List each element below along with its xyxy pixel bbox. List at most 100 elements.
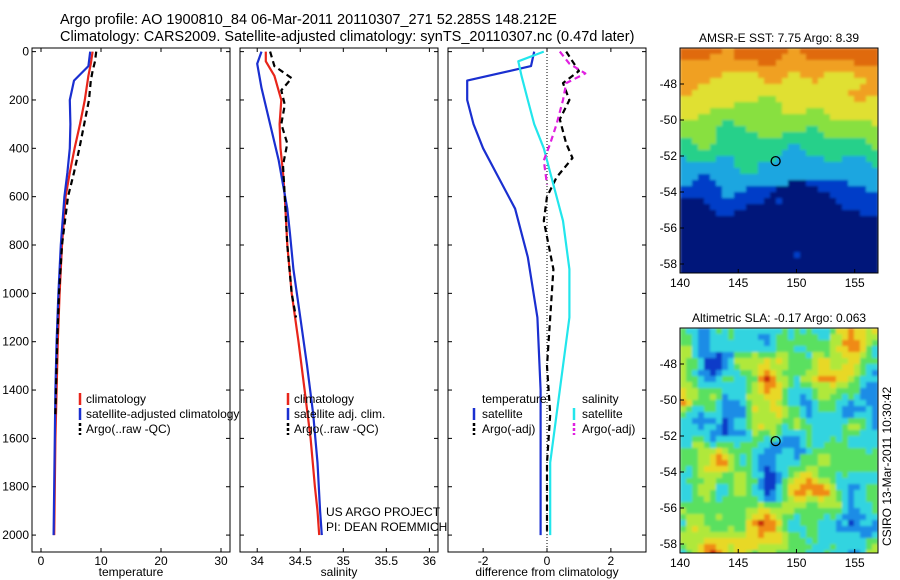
map-cell bbox=[776, 388, 783, 395]
map-cell bbox=[764, 192, 771, 199]
map-cell bbox=[800, 550, 807, 553]
map-cell bbox=[716, 346, 723, 353]
map-cell bbox=[806, 484, 813, 491]
map-cell bbox=[794, 472, 801, 479]
map-cell bbox=[812, 120, 819, 127]
map-cell bbox=[812, 502, 819, 509]
map-cell bbox=[818, 270, 825, 273]
map-cell bbox=[848, 258, 855, 265]
map-cell bbox=[806, 514, 813, 521]
map-cell bbox=[704, 328, 711, 335]
map-cell bbox=[734, 156, 741, 163]
map-cell bbox=[704, 240, 711, 247]
map-y-tick-label: -56 bbox=[660, 221, 678, 235]
legend-label: satellite-adjusted climatology bbox=[86, 407, 239, 421]
map-cell bbox=[812, 84, 819, 91]
map-cell bbox=[746, 436, 753, 443]
map-cell bbox=[854, 484, 861, 491]
map-cell bbox=[794, 394, 801, 401]
map-cell bbox=[770, 466, 777, 473]
map-cell bbox=[776, 222, 783, 229]
map-cell bbox=[806, 376, 813, 383]
map-cell bbox=[746, 370, 753, 377]
map-cell bbox=[692, 78, 699, 85]
map-cell bbox=[704, 364, 711, 371]
map-cell bbox=[686, 264, 693, 271]
map-cell bbox=[716, 448, 723, 455]
map-cell bbox=[776, 258, 783, 265]
map-cell bbox=[848, 490, 855, 497]
map-cell bbox=[740, 264, 747, 271]
map-cell bbox=[704, 532, 711, 539]
map-cell bbox=[806, 538, 813, 545]
map-cell bbox=[680, 514, 687, 521]
map-cell bbox=[746, 442, 753, 449]
map-cell bbox=[836, 484, 843, 491]
map-cell bbox=[806, 66, 813, 73]
map-cell bbox=[836, 144, 843, 151]
map-cell bbox=[782, 222, 789, 229]
map-cell bbox=[794, 210, 801, 217]
map-cell bbox=[776, 364, 783, 371]
map-cell bbox=[776, 144, 783, 151]
map-cell bbox=[806, 114, 813, 121]
map-cell bbox=[830, 144, 837, 151]
map-cell bbox=[740, 90, 747, 97]
map-cell bbox=[704, 204, 711, 211]
map-cell bbox=[698, 150, 705, 157]
map-cell bbox=[686, 96, 693, 103]
map-cell bbox=[788, 72, 795, 79]
map-cell bbox=[776, 490, 783, 497]
map-cell bbox=[824, 144, 831, 151]
map-cell bbox=[794, 550, 801, 553]
map-cell bbox=[818, 246, 825, 253]
map-cell bbox=[830, 66, 837, 73]
map-cell bbox=[818, 466, 825, 473]
map-cell bbox=[776, 204, 783, 211]
map-cell bbox=[716, 436, 723, 443]
map-cell bbox=[854, 168, 861, 175]
map-cell bbox=[830, 192, 837, 199]
map-cell bbox=[782, 526, 789, 533]
map-cell bbox=[800, 538, 807, 545]
map-cell bbox=[848, 478, 855, 485]
map-cell bbox=[698, 406, 705, 413]
map-cell bbox=[764, 126, 771, 133]
map-cell bbox=[872, 394, 878, 401]
map-cell bbox=[812, 162, 819, 169]
map-cell bbox=[704, 168, 711, 175]
map-cell bbox=[836, 264, 843, 271]
map-cell bbox=[710, 526, 717, 533]
map-title: Altimetric SLA: -0.17 Argo: 0.063 bbox=[692, 311, 866, 325]
map-cell bbox=[866, 418, 873, 425]
map-cell bbox=[746, 394, 753, 401]
map-cell bbox=[836, 526, 843, 533]
map-cell bbox=[770, 418, 777, 425]
map-cell bbox=[818, 252, 825, 259]
map-cell bbox=[752, 102, 759, 109]
map-cell bbox=[860, 352, 867, 359]
map-cell bbox=[782, 460, 789, 467]
map-cell bbox=[710, 78, 717, 85]
map-cell bbox=[788, 460, 795, 467]
map-cell bbox=[710, 466, 717, 473]
map-cell bbox=[794, 352, 801, 359]
map-cell bbox=[776, 246, 783, 253]
map-cell bbox=[866, 472, 873, 479]
map-cell bbox=[848, 198, 855, 205]
map-cell bbox=[710, 436, 717, 443]
map-cell bbox=[686, 210, 693, 217]
map-cell bbox=[698, 502, 705, 509]
map-cell bbox=[818, 370, 825, 377]
map-cell bbox=[734, 334, 741, 341]
map-cell bbox=[686, 460, 693, 467]
map-cell bbox=[818, 210, 825, 217]
map-cell bbox=[824, 418, 831, 425]
map-cell bbox=[716, 370, 723, 377]
map-cell bbox=[728, 466, 735, 473]
map-cell bbox=[854, 156, 861, 163]
map-cell bbox=[848, 144, 855, 151]
map-cell bbox=[872, 96, 878, 103]
map-cell bbox=[728, 222, 735, 229]
map-cell bbox=[854, 216, 861, 223]
